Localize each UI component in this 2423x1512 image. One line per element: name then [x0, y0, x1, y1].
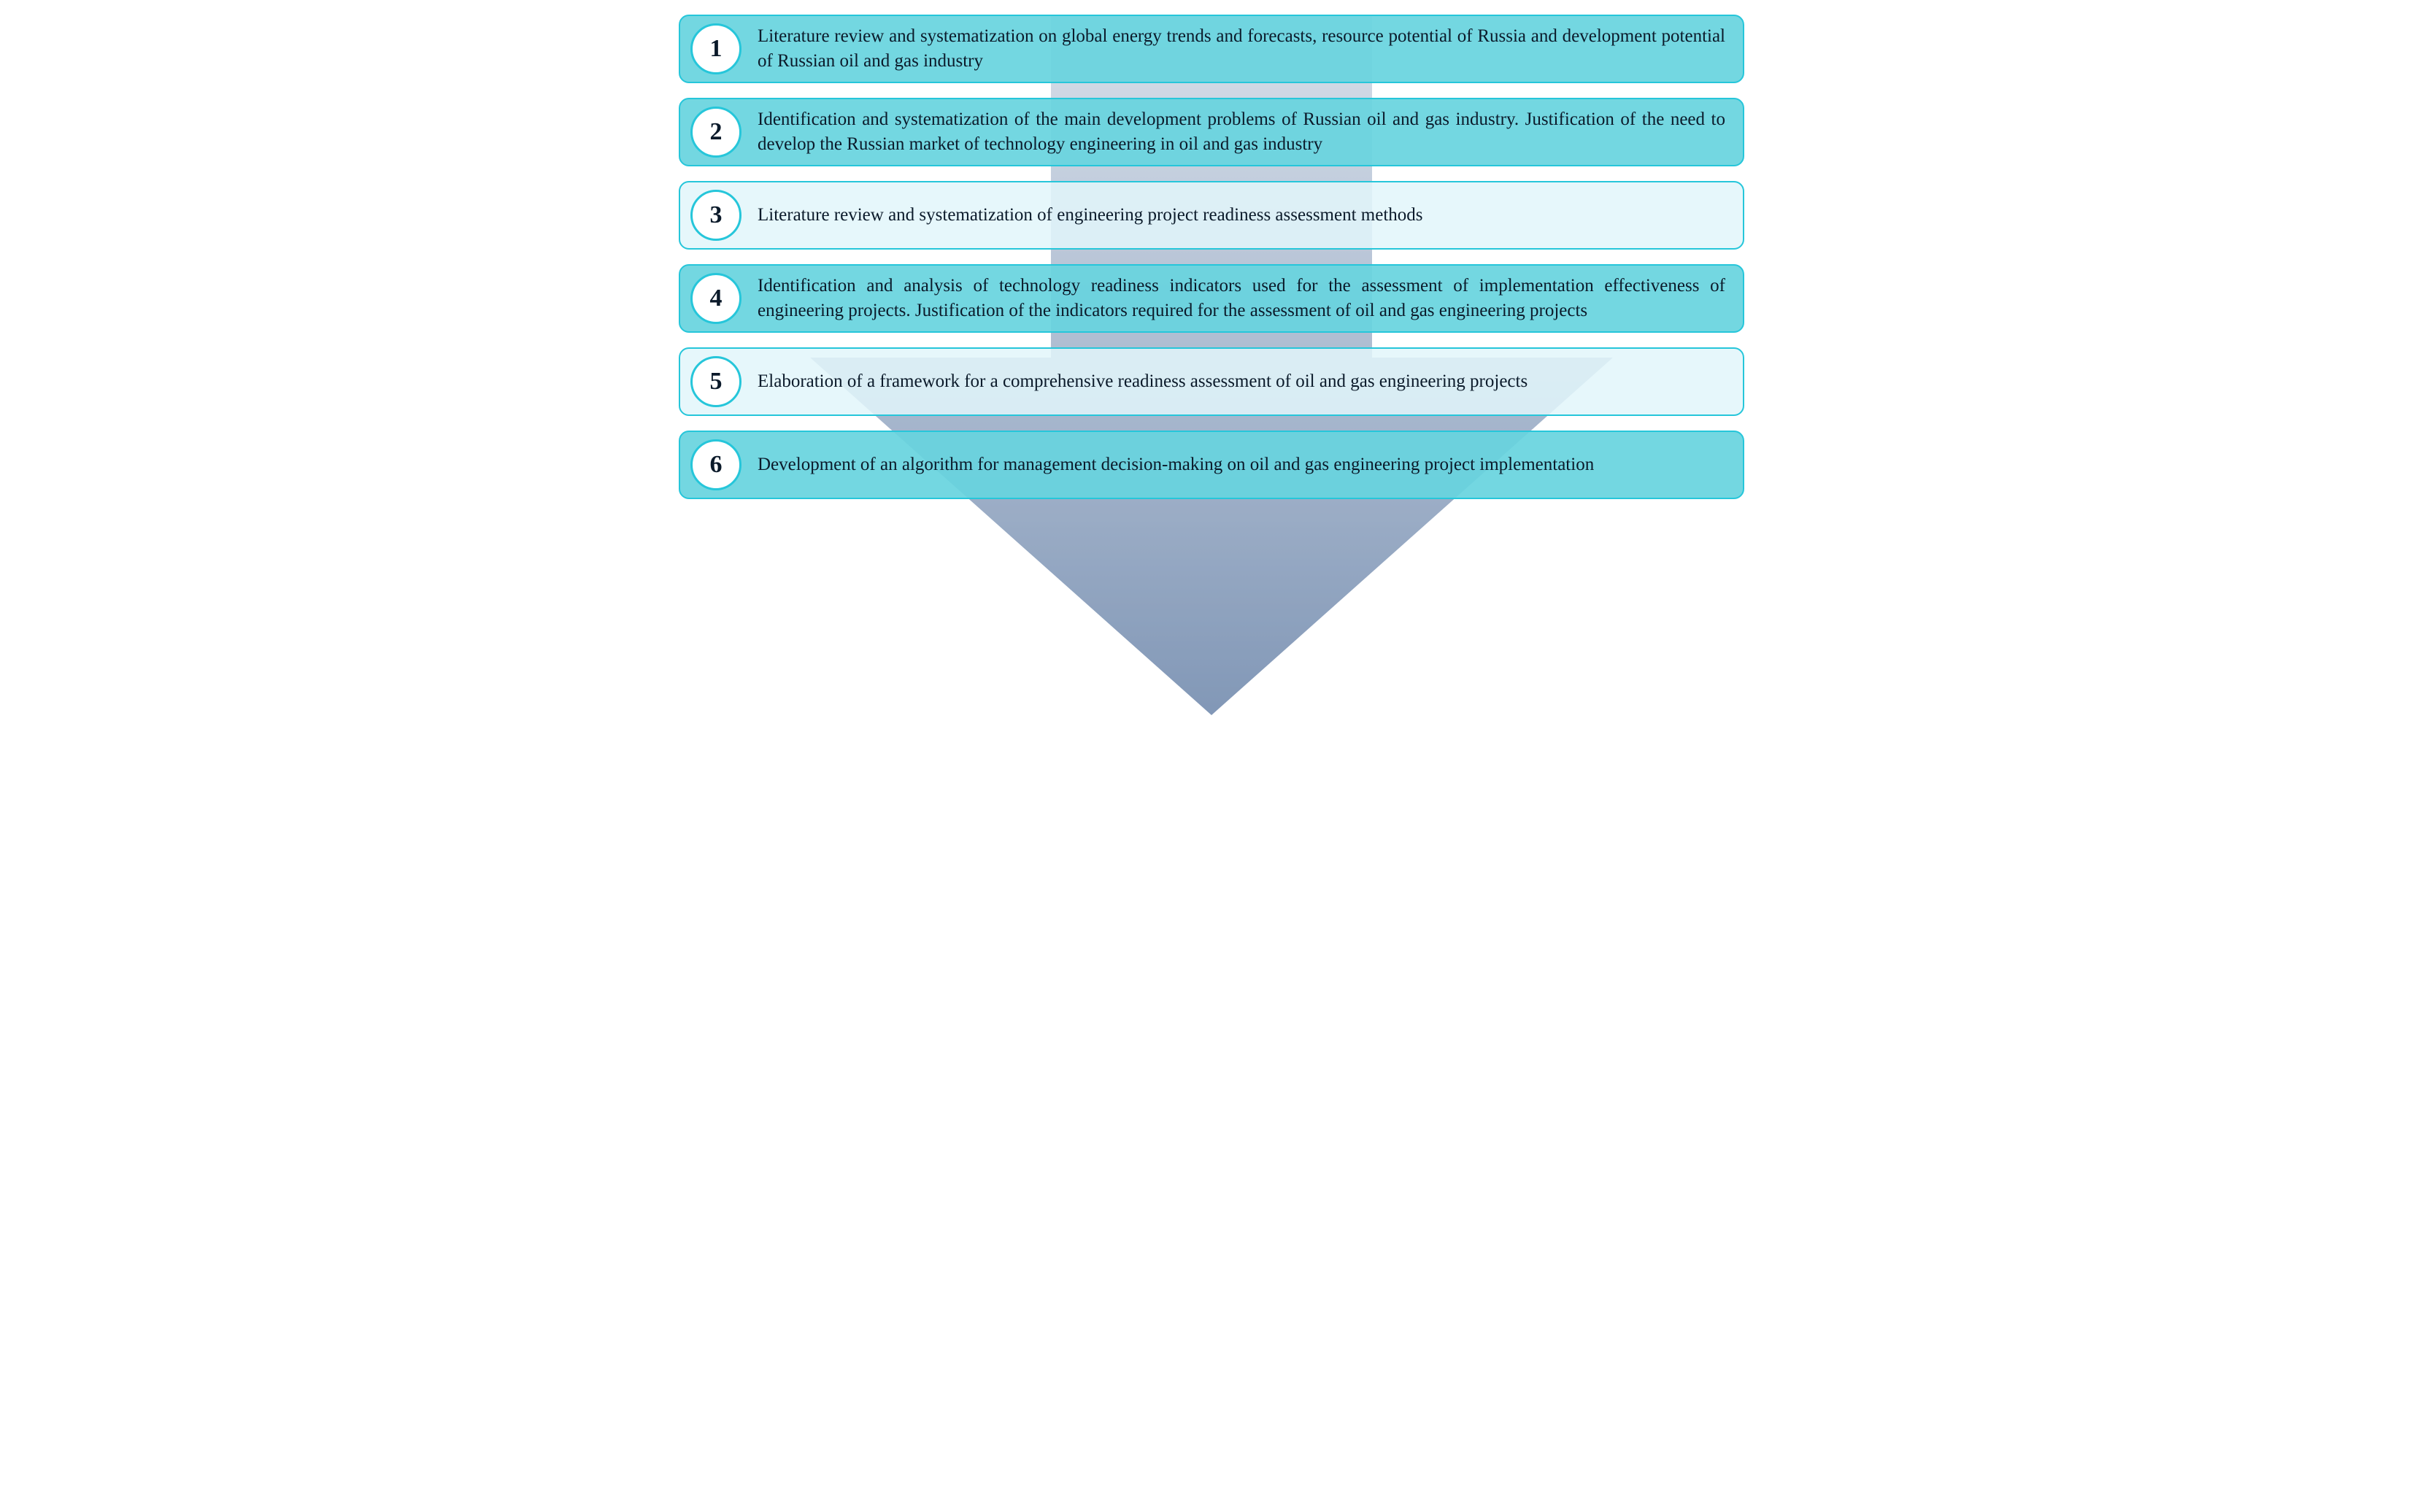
step-description: Identification and systematization of th… — [758, 107, 1725, 157]
step-4: 4 Identification and analysis of technolo… — [679, 264, 1744, 333]
step-number-badge: 1 — [690, 23, 741, 74]
step-number-badge: 6 — [690, 439, 741, 490]
step-description: Literature review and systematization on… — [758, 24, 1725, 74]
step-number-badge: 3 — [690, 190, 741, 241]
step-6: 6 Development of an algorithm for managem… — [679, 431, 1744, 499]
step-description: Identification and analysis of technolog… — [758, 274, 1725, 323]
step-3: 3 Literature review and systematization o… — [679, 181, 1744, 250]
step-number-badge: 4 — [690, 273, 741, 324]
step-2: 2 Identification and systematization of t… — [679, 98, 1744, 166]
steps-list: 1 Literature review and systematization o… — [679, 15, 1744, 499]
process-diagram: 1 Literature review and systematization o… — [679, 15, 1744, 499]
step-description: Elaboration of a framework for a compreh… — [758, 369, 1725, 394]
step-1: 1 Literature review and systematization o… — [679, 15, 1744, 83]
step-description: Development of an algorithm for manageme… — [758, 452, 1725, 477]
step-number-badge: 2 — [690, 107, 741, 158]
step-5: 5 Elaboration of a framework for a compre… — [679, 347, 1744, 416]
step-description: Literature review and systematization of… — [758, 203, 1725, 228]
step-number-badge: 5 — [690, 356, 741, 407]
